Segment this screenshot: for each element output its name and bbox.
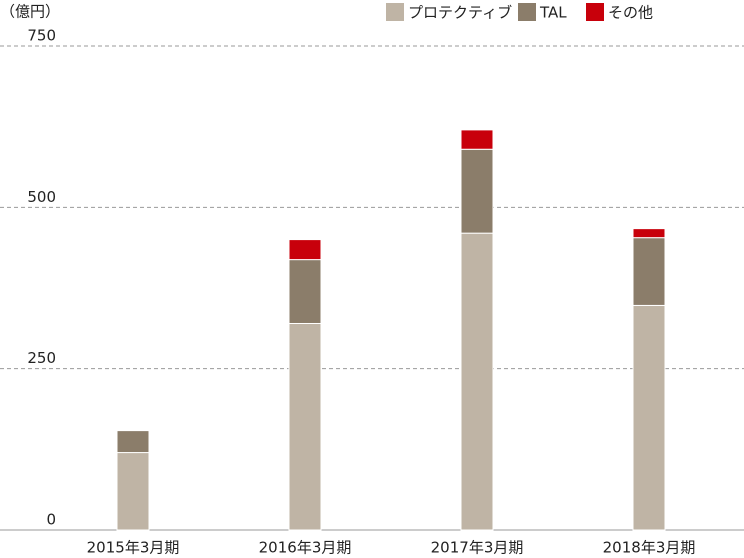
y-tick-label: 500: [27, 188, 56, 206]
legend-label: TAL: [539, 4, 567, 22]
bar-segment: [288, 239, 322, 261]
legend-label: プロテクティブ: [408, 4, 512, 22]
bar-segment: [116, 430, 150, 454]
bar-segment: [632, 304, 666, 531]
bar-segment: [460, 129, 494, 150]
y-tick-label: 250: [27, 349, 56, 367]
bar-segment: [460, 232, 494, 531]
bar-segment: [288, 259, 322, 324]
y-axis-label: （億円）: [0, 3, 60, 21]
legend-swatch: [386, 3, 404, 21]
x-tick-label: 2016年3月期: [259, 539, 352, 557]
bar-segment: [632, 237, 666, 306]
bar-segment: [116, 452, 150, 531]
x-tick-label: 2018年3月期: [603, 539, 696, 557]
x-tick-label: 2017年3月期: [431, 539, 524, 557]
bar-segment: [288, 322, 322, 531]
y-tick-label: 0: [46, 511, 56, 529]
legend-swatch: [518, 3, 536, 21]
bar-segment: [632, 228, 666, 239]
bar-segment: [460, 148, 494, 234]
legend-label: その他: [608, 4, 653, 22]
y-tick-label: 750: [27, 27, 56, 45]
legend-swatch: [586, 3, 604, 21]
x-tick-label: 2015年3月期: [87, 539, 180, 557]
